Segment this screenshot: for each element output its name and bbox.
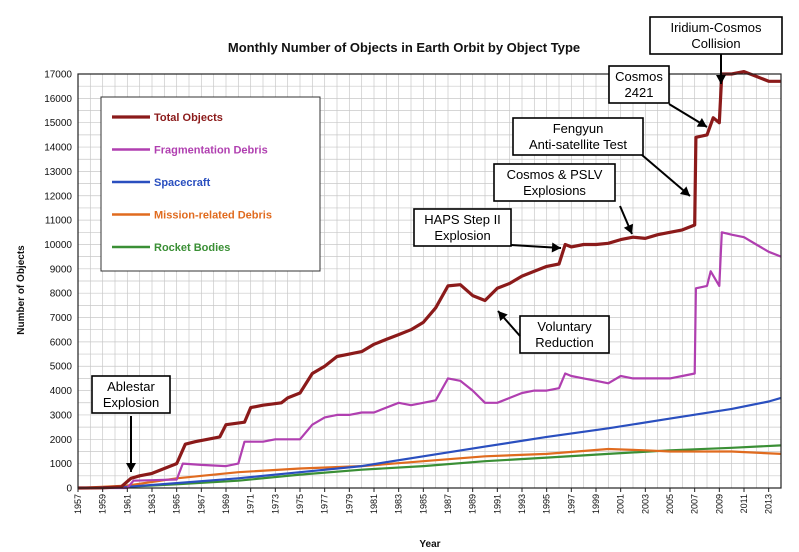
x-tick-label: 2003 [640, 494, 650, 514]
series-line [78, 231, 782, 490]
y-tick-label: 1000 [50, 459, 73, 470]
annotation-text: Iridium-Cosmos [670, 20, 762, 35]
annotation-text: Explosion [434, 228, 490, 243]
annotation-arrowhead [623, 223, 634, 234]
x-tick-label: 1995 [542, 494, 552, 514]
annotation-box [413, 208, 512, 247]
annotation-text: Cosmos [615, 69, 663, 84]
x-tick-label: 1973 [270, 494, 280, 514]
legend-entry: Fragmentation Debris [154, 145, 268, 157]
annotation-text: Anti-satellite Test [529, 137, 627, 152]
x-tick-label: 1963 [147, 494, 157, 514]
x-tick-label: 2001 [616, 494, 626, 514]
annotation-box [512, 117, 644, 156]
annotation-arrowhead [498, 311, 508, 322]
x-tick-label: 1989 [468, 494, 478, 514]
series-line [77, 447, 782, 490]
annotation-arrow [641, 154, 691, 197]
y-tick-label: 4000 [50, 386, 73, 397]
x-tick-label: 1983 [394, 494, 404, 514]
x-tick-label: 2005 [665, 494, 675, 514]
x-tick-label: 1987 [443, 494, 453, 514]
annotation-arrowhead [696, 118, 707, 127]
x-tick-label: 1999 [591, 494, 601, 514]
annotation-box [91, 375, 171, 414]
x-tick-label: 1965 [172, 494, 182, 514]
y-tick-label: 16000 [44, 94, 72, 105]
annotation-box [493, 163, 616, 202]
annotation-text: Fengyun [553, 121, 604, 136]
legend-entry: Mission-related Debris [154, 210, 272, 222]
y-tick-label: 9000 [50, 264, 73, 275]
y-axis-title: Number of Objects [16, 245, 27, 335]
x-tick-label: 1957 [73, 494, 83, 514]
annotation-arrowhead [679, 186, 690, 196]
plot-area [77, 73, 782, 489]
annotation-text: Cosmos & PSLV [507, 167, 603, 182]
legend-box [100, 96, 321, 272]
x-tick-label: 1979 [344, 494, 354, 514]
y-tick-label: 15000 [44, 118, 72, 129]
chart-title: Monthly Number of Objects in Earth Orbit… [228, 40, 580, 55]
x-tick-label: 1985 [418, 494, 428, 514]
y-tick-label: 7000 [50, 313, 73, 324]
annotation-box [649, 16, 783, 55]
annotation-text: 2421 [625, 85, 654, 100]
x-tick-label: 1993 [517, 494, 527, 514]
y-tick-label: 2000 [50, 435, 73, 446]
x-tick-label: 1971 [246, 494, 256, 514]
axis-layer: 0 1000 2000 3000 4000 5000 6000 7000 8000 9000 100… [44, 70, 782, 514]
legend-entry: Rocket Bodies [154, 242, 230, 254]
y-tick-label: 13000 [44, 167, 72, 178]
y-tick-label: 8000 [50, 289, 73, 300]
annotation-box [608, 65, 670, 104]
y-tick-label: 6000 [50, 337, 73, 348]
series-line [77, 396, 782, 490]
annotation-text: Ablestar [107, 379, 155, 394]
annotation-box [519, 315, 610, 354]
series-layer [77, 70, 782, 490]
annotation-text: HAPS Step II [424, 212, 501, 227]
y-tick-label: 14000 [44, 143, 72, 154]
annotation-arrowhead [716, 75, 726, 84]
x-axis-title: Year [419, 539, 440, 550]
y-tick-label: 10000 [44, 240, 72, 251]
x-tick-label: 1975 [295, 494, 305, 514]
annotation-text: Collision [691, 36, 740, 51]
x-tick-label: 1969 [221, 494, 231, 514]
x-tick-label: 1997 [566, 494, 576, 514]
annotation-text: Explosions [523, 183, 586, 198]
series-line [77, 70, 781, 490]
y-tick-label: 12000 [44, 191, 72, 202]
annotation-text: Reduction [535, 335, 594, 350]
series-line [77, 444, 782, 490]
x-tick-label: 1991 [492, 494, 502, 514]
annotation-text: Explosion [103, 395, 159, 410]
y-tick-label: 5000 [50, 362, 73, 373]
x-tick-label: 2007 [690, 494, 700, 514]
x-tick-label: 1967 [196, 494, 206, 514]
x-tick-label: 1981 [369, 494, 379, 514]
y-tick-label: 3000 [50, 410, 73, 421]
y-tick-label: 17000 [44, 70, 72, 81]
y-tick-label: 11000 [45, 216, 73, 227]
legend: Total Objects Fragmentation Debris Spacecr… [100, 96, 321, 272]
annotation-arrowhead [126, 463, 136, 472]
x-tick-label: 1961 [122, 494, 132, 514]
legend-entry: Spacecraft [154, 177, 211, 189]
x-tick-label: 1977 [320, 494, 330, 514]
x-tick-label: 1959 [98, 494, 108, 514]
annotation-arrowhead [551, 242, 561, 253]
annotation-text: Voluntary [537, 319, 592, 334]
x-tick-label: 2009 [714, 494, 724, 514]
legend-entry: Total Objects [154, 112, 223, 124]
x-tick-label: 2013 [764, 494, 774, 514]
y-tick-label: 0 [66, 484, 72, 495]
x-tick-label: 2011 [739, 494, 749, 513]
